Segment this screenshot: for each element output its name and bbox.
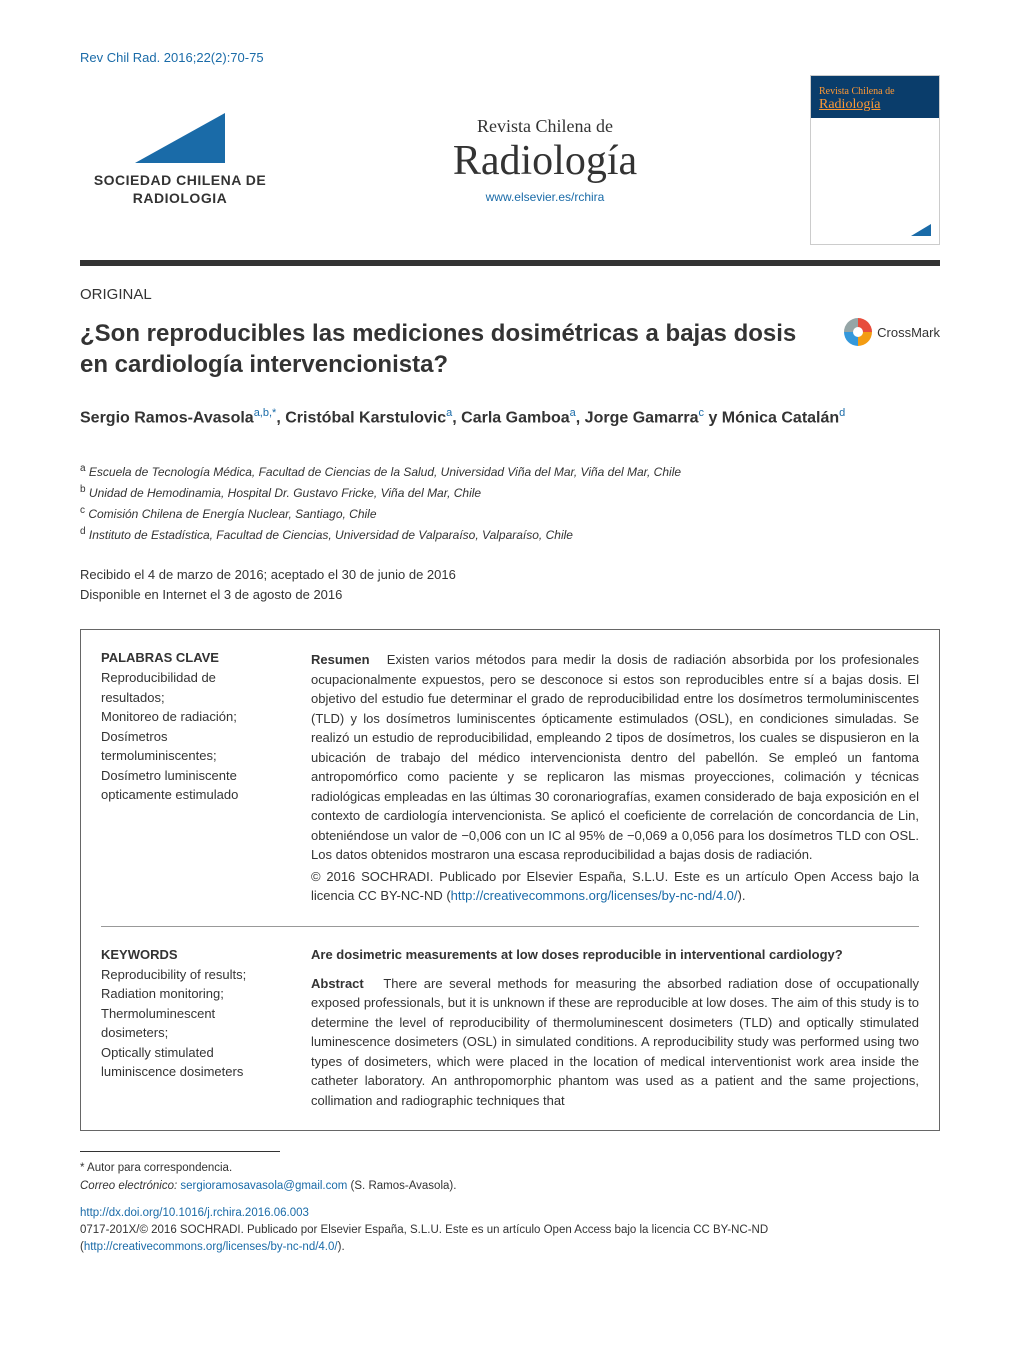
author-4: , Jorge Gamarra [576,410,699,427]
abstract-en-title: Are dosimetric measurements at low doses… [311,947,919,962]
email-label: Correo electrónico: [80,1180,180,1192]
keywords-title: KEYWORDS [101,947,281,962]
footer-divider [80,1151,280,1152]
cover-thumb-line1: Revista Chilena de [819,86,895,97]
palabras-clave-title: PALABRAS CLAVE [101,650,281,665]
resumen-text: Existen varios métodos para medir la dos… [311,652,919,862]
abstract-container: PALABRAS CLAVE Reproducibilidad de resul… [80,629,940,1131]
author-2: , Cristóbal Karstulovic [276,410,446,427]
resumen-license-link[interactable]: http://creativecommons.org/licenses/by-n… [451,888,738,903]
journal-title-box: Revista Chilena de Radiología www.elsevi… [280,116,810,204]
journal-url[interactable]: www.elsevier.es/rchira [280,190,810,204]
email-suffix: (S. Ramos-Avasola). [347,1180,456,1192]
footer-copyright-end: ). [338,1241,345,1253]
affiliation-d: Instituto de Estadística, Facultad de Ci… [89,528,573,542]
footer: * Autor para correspondencia. Correo ele… [80,1151,940,1256]
cover-thumb-line2: Radiología [819,97,880,112]
author-5-sup: d [839,407,845,419]
author-1: Sergio Ramos-Avasola [80,410,254,427]
corresponding-author: * Autor para correspondencia. [80,1160,940,1177]
keywords-list: Reproducibility of results; Radiation mo… [101,965,281,1082]
journal-subtitle: Revista Chilena de [280,116,810,137]
society-name-line1: SOCIEDAD CHILENA DE [80,171,280,189]
journal-header: SOCIEDAD CHILENA DE RADIOLOGIA Revista C… [80,75,940,266]
author-3: , Carla Gamboa [452,410,569,427]
crossmark-icon [844,318,872,346]
resumen-copyright-end: ). [738,888,746,903]
abstract-en-label: Abstract [311,976,364,991]
palabras-clave-list: Reproducibilidad de resultados; Monitore… [101,668,281,805]
journal-cover-thumbnail: Revista Chilena de Radiología [810,75,940,245]
society-name-line2: RADIOLOGIA [80,189,280,207]
affiliations: a Escuela de Tecnología Médica, Facultad… [80,461,940,546]
affiliation-b: Unidad de Hemodinamia, Hospital Dr. Gust… [89,486,481,500]
crossmark-badge[interactable]: CrossMark [844,318,940,346]
author-1-sup: a,b,* [254,407,277,419]
citation-header: Rev Chil Rad. 2016;22(2):70-75 [80,50,940,65]
doi-link[interactable]: http://dx.doi.org/10.1016/j.rchira.2016.… [80,1207,309,1219]
affiliation-c: Comisión Chilena de Energía Nuclear, San… [88,507,376,521]
author-5: y Mónica Catalán [704,410,839,427]
journal-title: Radiología [280,137,810,185]
cover-thumb-logo-icon [911,224,931,236]
abstract-english-section: KEYWORDS Reproducibility of results; Rad… [101,926,919,1111]
date-received: Recibido el 4 de marzo de 2016; aceptado… [80,565,940,585]
abstract-en-text: There are several methods for measuring … [311,976,919,1108]
date-online: Disponible en Internet el 3 de agosto de… [80,585,940,605]
abstract-spanish-section: PALABRAS CLAVE Reproducibilidad de resul… [101,650,919,906]
resumen-label: Resumen [311,652,370,667]
authors-list: Sergio Ramos-Avasolaa,b,*, Cristóbal Kar… [80,405,940,430]
author-email[interactable]: sergioramosavasola@gmail.com [180,1180,347,1192]
footer-license-link[interactable]: http://creativecommons.org/licenses/by-n… [84,1241,338,1253]
article-type: ORIGINAL [80,286,940,303]
article-title: ¿Son reproducibles las mediciones dosimé… [80,318,824,380]
affiliation-a: Escuela de Tecnología Médica, Facultad d… [89,465,681,479]
logo-triangle-icon [135,113,225,163]
society-logo: SOCIEDAD CHILENA DE RADIOLOGIA [80,113,280,207]
crossmark-label: CrossMark [877,325,940,340]
article-dates: Recibido el 4 de marzo de 2016; aceptado… [80,565,940,604]
